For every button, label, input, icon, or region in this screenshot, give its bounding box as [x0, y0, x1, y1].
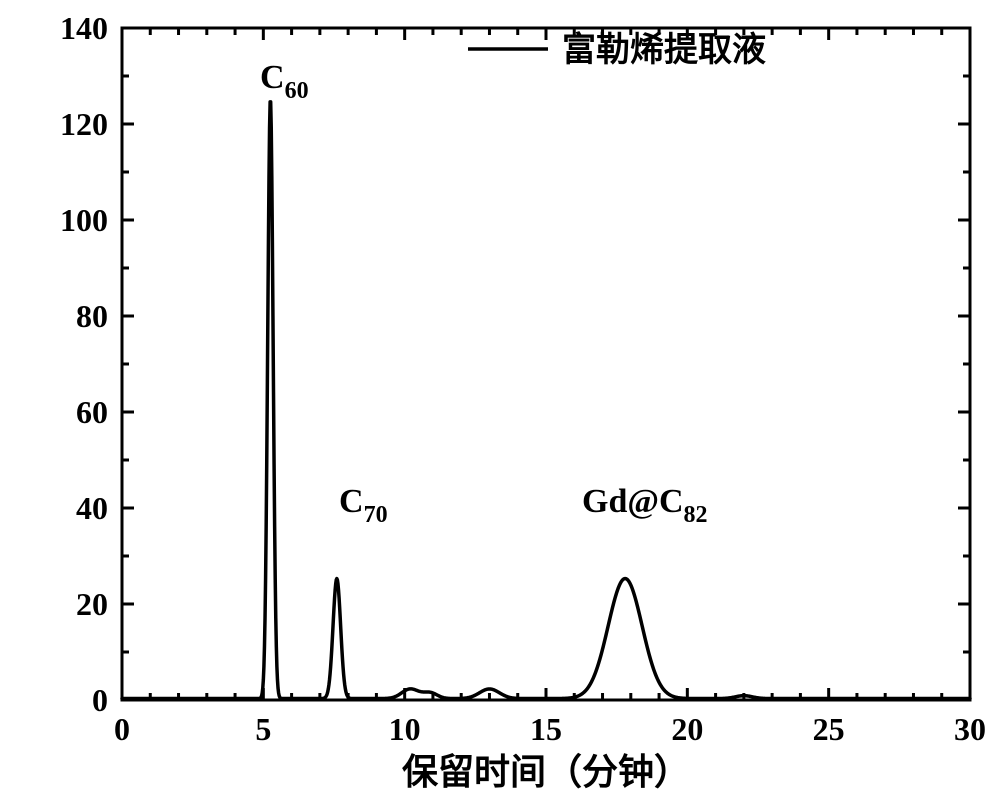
x-tick-label: 20	[671, 711, 703, 747]
x-axis-label: 保留时间（分钟）	[402, 752, 690, 792]
y-tick-label: 40	[76, 490, 108, 526]
x-tick-label: 0	[114, 711, 130, 747]
chromatogram-chart: 051015202530020406080100120140保留时间（分钟）C6…	[0, 0, 1000, 799]
y-tick-label: 60	[76, 394, 108, 430]
y-tick-label: 140	[60, 10, 108, 46]
x-tick-label: 5	[255, 711, 271, 747]
y-tick-label: 80	[76, 298, 108, 334]
x-tick-label: 30	[954, 711, 986, 747]
x-tick-label: 10	[389, 711, 421, 747]
x-tick-label: 15	[530, 711, 562, 747]
legend-label: 富勒烯提取液	[562, 30, 766, 69]
y-tick-label: 0	[92, 682, 108, 718]
x-tick-label: 25	[813, 711, 845, 747]
y-tick-label: 120	[60, 106, 108, 142]
y-tick-label: 20	[76, 586, 108, 622]
y-tick-label: 100	[60, 202, 108, 238]
